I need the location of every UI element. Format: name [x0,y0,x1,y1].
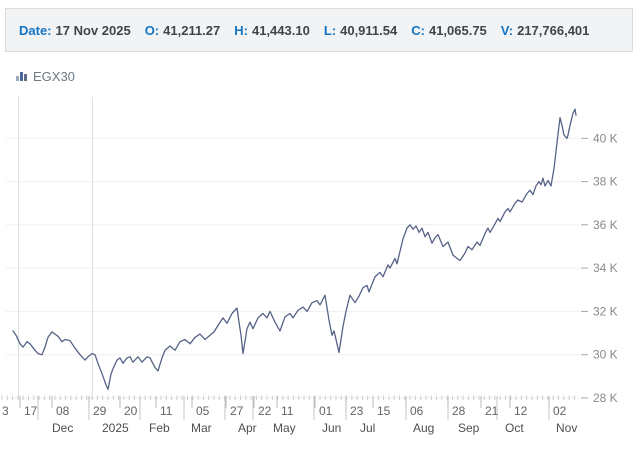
x-day-label: 3 [2,404,9,418]
price-line [12,108,577,390]
x-month-label: Mar [191,421,212,435]
x-day-label: 20 [124,404,138,418]
x-day-label: 21 [485,404,499,418]
y-tick-label: 36 K [593,218,618,232]
x-day-label: 02 [553,404,567,418]
y-tick-label: 32 K [593,304,618,318]
x-day-label: 11 [281,404,294,418]
open-value: 41,211.27 [163,22,221,38]
high-value: 41,443.10 [251,22,310,38]
x-day-label: 12 [514,404,528,418]
x-month-label: Oct [505,421,524,435]
bar-chart-icon [16,71,27,81]
date-value: 17 Nov 2025 [55,22,131,38]
y-tick-label: 30 K [593,348,618,362]
x-day-label: 08 [56,404,70,418]
date-label: Date: [19,22,52,38]
x-day-label: 22 [258,404,272,418]
ohlc-low: L: 40,911.54 [324,23,397,38]
ohlc-date: Date: 17 Nov 2025 [19,23,131,38]
y-tick-label: 38 K [593,175,618,189]
x-month-label: Nov [556,421,577,435]
chart-legend: EGX30 [16,67,75,85]
ohlc-bar: Date: 17 Nov 2025 O: 41,211.27 H: 41,443… [5,8,633,52]
high-label: H: [234,22,248,38]
symbol-label: EGX30 [33,68,75,84]
y-tick-label: 28 K [593,391,618,405]
x-day-label: 29 [93,404,107,418]
x-month-label: Jul [360,421,375,435]
close-value: 41,065.75 [428,22,487,38]
close-label: C: [411,22,425,38]
x-day-label: 01 [319,404,333,418]
x-day-label: 23 [350,404,364,418]
ohlc-close: C: 41,065.75 [411,23,487,38]
x-day-label: 15 [377,404,391,418]
x-day-label: 05 [196,404,210,418]
volume-value: 217,766,401 [517,22,590,38]
x-day-label: 17 [24,404,38,418]
open-label: O: [144,22,160,38]
ohlc-volume: V: 217,766,401 [501,23,590,38]
x-month-label: Jun [322,421,341,435]
x-month-label: Aug [413,421,434,435]
ohlc-high: H: 41,443.10 [234,23,310,38]
x-month-label: Apr [238,421,257,435]
x-month-label: Dec [52,421,73,435]
x-axis-minor-ticks [1,395,575,400]
x-day-label: 06 [410,404,424,418]
x-month-label: Feb [149,421,170,435]
x-month-label: Sep [458,421,480,435]
x-month-label: May [273,421,296,435]
low-value: 40,911.54 [340,22,398,38]
x-day-label: 11 [160,404,173,418]
y-tick-label: 40 K [593,131,618,145]
ohlc-open: O: 41,211.27 [145,23,221,38]
x-day-label: 28 [452,404,466,418]
low-label: L: [323,22,337,38]
x-day-label: 27 [230,404,244,418]
y-tick-label: 34 K [593,261,618,275]
x-month-label: 2025 [102,421,129,435]
volume-label: V: [500,22,514,38]
